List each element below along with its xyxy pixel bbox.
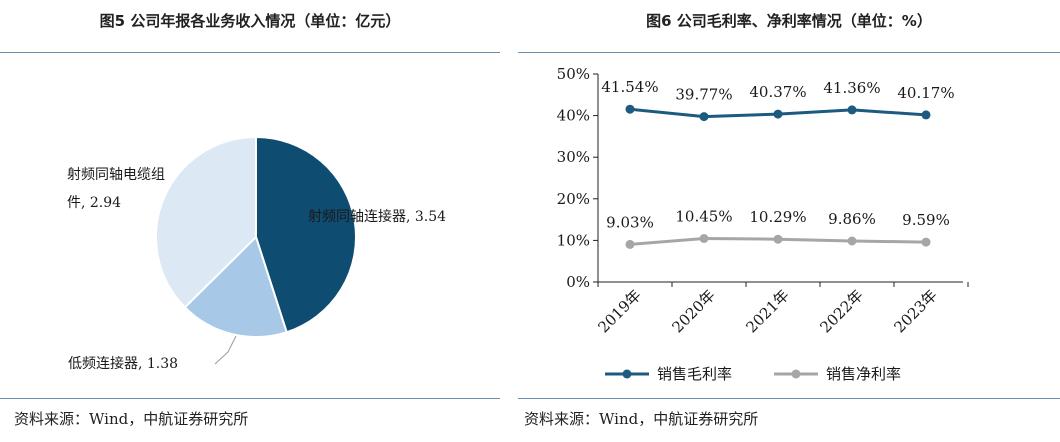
data-point xyxy=(625,104,635,114)
y-tick-label: 30% xyxy=(557,148,590,166)
y-tick-label: 10% xyxy=(557,231,590,249)
y-tick-label: 0% xyxy=(566,273,590,291)
slice-label-low-freq-connector: 低频连接器, 1.38 xyxy=(68,355,178,372)
legend-marker xyxy=(622,369,632,379)
data-point xyxy=(847,236,857,246)
data-label: 40.37% xyxy=(749,83,806,101)
line-chart-title: 图6 公司毛利率、净利率情况（单位：%） xyxy=(646,12,932,30)
data-label: 9.86% xyxy=(828,210,876,228)
leader-line xyxy=(214,335,237,365)
y-tick-label: 20% xyxy=(557,190,590,208)
data-label: 41.36% xyxy=(823,79,880,97)
revenue-pie-panel: 图5 公司年报各业务收入情况（单位：亿元） 射频同轴连接器, 3.54 低频连接器… xyxy=(0,0,500,442)
legend-label: 销售净利率 xyxy=(826,365,901,383)
y-tick-label: 40% xyxy=(557,107,590,125)
data-label: 10.29% xyxy=(749,208,806,226)
data-label: 10.45% xyxy=(675,208,732,226)
y-tick-label: 50% xyxy=(557,65,590,83)
pie-slice-1 xyxy=(183,235,288,338)
legend-label: 销售毛利率 xyxy=(657,365,732,383)
pie-chart-title: 图5 公司年报各业务收入情况（单位：亿元） xyxy=(99,12,401,30)
slice-label-rf-cable-assembly: 射频同轴电缆组 xyxy=(67,167,165,183)
legend-marker xyxy=(791,369,801,379)
pie-slice-2 xyxy=(155,135,257,309)
data-label: 41.54% xyxy=(601,78,658,96)
slice-label-rf-connector: 射频同轴连接器, 3.54 xyxy=(308,208,446,225)
data-point xyxy=(773,234,783,244)
source-note: 资料来源：Wind，中航证券研究所 xyxy=(14,410,249,428)
data-point xyxy=(699,234,709,243)
data-point xyxy=(773,109,783,119)
pie-slice-0 xyxy=(255,135,357,334)
data-label: 40.17% xyxy=(897,84,954,102)
data-point xyxy=(921,110,931,120)
slice-label-rf-cable-assembly: 件, 2.94 xyxy=(67,195,121,211)
x-tick-label: 2023年 xyxy=(890,286,940,336)
margin-line-chart: 0% 10% 20% 30% 40% 50% 2019年 2020年 2021年 2022年 202… xyxy=(557,65,969,383)
x-tick-label: 2021年 xyxy=(742,286,792,336)
x-tick-label: 2019年 xyxy=(594,286,644,336)
data-label: 9.03% xyxy=(606,213,654,231)
data-label: 39.77% xyxy=(675,86,732,104)
source-note: 资料来源：Wind，中航证券研究所 xyxy=(524,410,759,428)
data-point xyxy=(625,239,635,249)
data-point xyxy=(847,105,857,115)
bottom-divider xyxy=(518,398,1060,399)
margin-line-panel: 图6 公司毛利率、净利率情况（单位：%） 0% 10% 20% 30% 40% 50% 20… xyxy=(518,0,1060,442)
top-divider xyxy=(518,52,1060,53)
top-divider xyxy=(0,52,500,53)
x-tick-label: 2020年 xyxy=(668,286,718,336)
x-tick-label: 2022年 xyxy=(816,286,866,336)
data-point xyxy=(699,112,709,122)
data-point xyxy=(921,237,931,247)
bottom-divider xyxy=(0,398,500,399)
data-label: 9.59% xyxy=(902,211,950,229)
